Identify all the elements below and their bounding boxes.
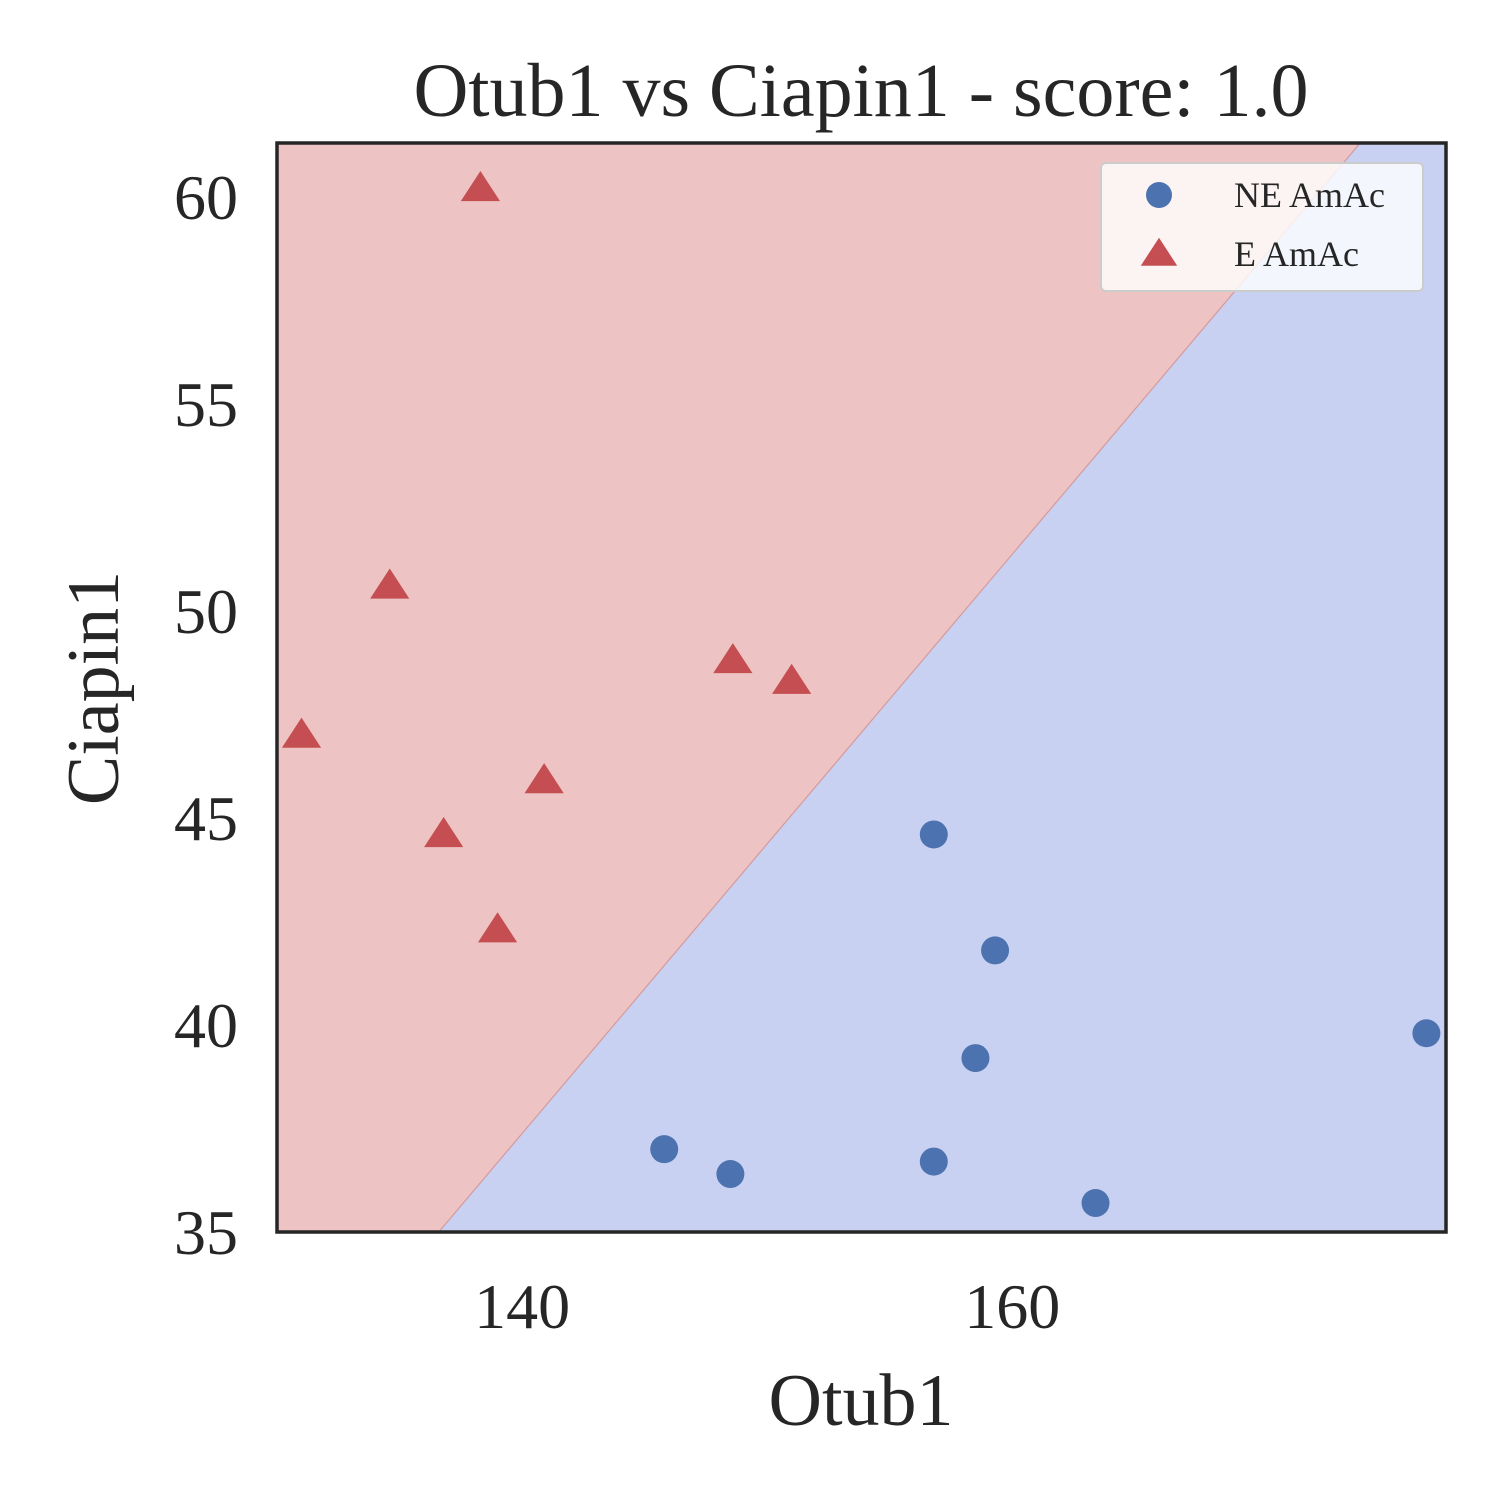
legend-label-ne-amac: NE AmAc	[1234, 175, 1385, 215]
data-point-e-amac	[524, 763, 564, 794]
data-point-ne-amac	[1081, 1189, 1110, 1218]
y-tick-label: 60	[174, 162, 238, 233]
y-tick-label: 40	[174, 990, 238, 1061]
data-point-ne-amac	[716, 1160, 745, 1189]
legend: NE AmAc E AmAc	[1100, 162, 1424, 292]
legend-label-e-amac: E AmAc	[1234, 234, 1359, 274]
legend-box	[1100, 162, 1424, 292]
data-point-e-amac	[370, 568, 410, 599]
x-axis-ticks: 140 160	[474, 1271, 1060, 1342]
chart-title: Otub1 vs Ciapin1 - score: 1.0	[413, 49, 1308, 133]
data-point-ne-amac	[919, 820, 948, 849]
plot-area	[277, 143, 1446, 1232]
y-tick-label: 50	[174, 576, 238, 647]
data-point-ne-amac	[961, 1044, 990, 1073]
x-tick-label: 160	[964, 1271, 1060, 1342]
region-e-amac	[277, 143, 1361, 1232]
data-point-e-amac	[460, 171, 501, 202]
data-point-e-amac	[713, 643, 753, 674]
legend-marker-ne-amac	[1146, 182, 1172, 208]
data-point-e-amac	[281, 717, 322, 748]
region-ne-amac	[438, 143, 1446, 1232]
data-point-e-amac	[424, 816, 464, 848]
y-tick-label: 55	[174, 369, 238, 440]
data-point-ne-amac	[650, 1135, 679, 1164]
y-tick-label: 45	[174, 783, 238, 854]
data-point-ne-amac	[981, 936, 1010, 965]
y-tick-label: 35	[174, 1197, 238, 1268]
data-point-ne-amac	[1412, 1019, 1441, 1048]
legend-marker-e-amac	[1140, 237, 1178, 266]
y-axis-ticks: 35 40 45 50 55 60	[174, 162, 238, 1268]
data-point-ne-amac	[919, 1147, 948, 1176]
y-axis-label: Ciapin1	[53, 571, 135, 805]
data-point-e-amac	[772, 663, 812, 694]
data-point-e-amac	[477, 912, 518, 943]
x-axis-label: Otub1	[769, 1360, 954, 1442]
x-tick-label: 140	[474, 1271, 570, 1342]
plot-frame	[275, 141, 1448, 1234]
